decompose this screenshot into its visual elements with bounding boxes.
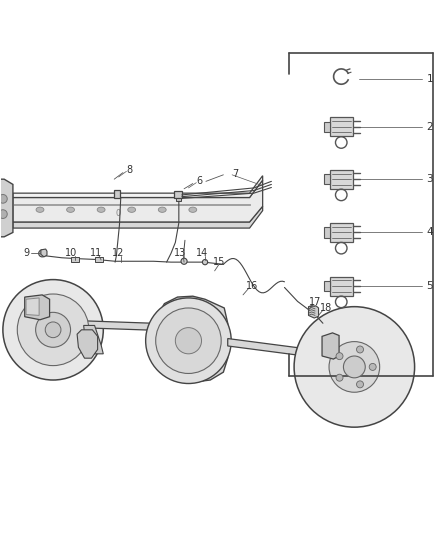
- Polygon shape: [13, 206, 263, 228]
- Ellipse shape: [97, 207, 105, 212]
- Circle shape: [357, 346, 364, 353]
- Text: 7: 7: [232, 168, 238, 179]
- Circle shape: [3, 280, 103, 380]
- Ellipse shape: [189, 207, 197, 212]
- Text: 6: 6: [196, 176, 202, 187]
- Text: 18: 18: [320, 303, 332, 313]
- Polygon shape: [152, 296, 229, 382]
- Text: 13: 13: [173, 248, 186, 259]
- Polygon shape: [176, 198, 180, 201]
- Circle shape: [336, 374, 343, 381]
- Ellipse shape: [158, 207, 166, 212]
- Circle shape: [35, 312, 71, 348]
- Circle shape: [146, 298, 231, 384]
- Circle shape: [45, 322, 61, 338]
- Text: 12: 12: [113, 248, 125, 259]
- Bar: [330, 277, 353, 296]
- Polygon shape: [13, 180, 263, 222]
- Polygon shape: [41, 249, 47, 257]
- Circle shape: [0, 195, 7, 203]
- Text: 16: 16: [246, 281, 258, 291]
- Ellipse shape: [67, 207, 74, 212]
- Polygon shape: [114, 190, 120, 198]
- Ellipse shape: [36, 207, 44, 212]
- Bar: [330, 117, 353, 136]
- Polygon shape: [325, 122, 330, 132]
- Polygon shape: [13, 204, 250, 205]
- Ellipse shape: [128, 207, 136, 212]
- Polygon shape: [53, 320, 153, 330]
- Circle shape: [294, 306, 415, 427]
- Polygon shape: [322, 333, 339, 359]
- Polygon shape: [25, 295, 49, 320]
- Polygon shape: [84, 326, 103, 354]
- Polygon shape: [174, 191, 182, 198]
- Text: 5: 5: [426, 281, 433, 291]
- Polygon shape: [228, 338, 328, 359]
- Text: 14: 14: [196, 248, 208, 259]
- Circle shape: [0, 210, 7, 219]
- Polygon shape: [13, 176, 263, 198]
- Polygon shape: [95, 257, 103, 262]
- Polygon shape: [308, 306, 318, 318]
- Circle shape: [343, 356, 365, 378]
- Bar: [330, 223, 353, 242]
- Circle shape: [369, 364, 376, 370]
- Text: 4: 4: [426, 228, 433, 237]
- Circle shape: [336, 353, 343, 360]
- Polygon shape: [71, 257, 79, 262]
- Circle shape: [17, 294, 89, 366]
- Polygon shape: [325, 281, 330, 292]
- Circle shape: [329, 342, 380, 392]
- Text: 0: 0: [116, 209, 121, 218]
- Bar: [330, 169, 353, 189]
- Circle shape: [175, 328, 201, 354]
- Text: 8: 8: [127, 165, 133, 175]
- Circle shape: [357, 381, 364, 388]
- Circle shape: [155, 308, 221, 374]
- Text: 1: 1: [426, 74, 433, 84]
- Text: 15: 15: [213, 257, 225, 267]
- Text: 10: 10: [65, 248, 78, 259]
- Polygon shape: [26, 298, 39, 316]
- Polygon shape: [0, 179, 13, 237]
- Circle shape: [181, 258, 187, 264]
- Circle shape: [39, 250, 46, 257]
- Polygon shape: [77, 330, 98, 358]
- Polygon shape: [325, 174, 330, 184]
- Text: 11: 11: [90, 248, 102, 259]
- Text: 9: 9: [23, 248, 29, 259]
- Text: 2: 2: [426, 122, 433, 132]
- Text: 17: 17: [309, 297, 321, 308]
- Circle shape: [202, 260, 208, 265]
- Text: 3: 3: [426, 174, 433, 184]
- Polygon shape: [325, 227, 330, 238]
